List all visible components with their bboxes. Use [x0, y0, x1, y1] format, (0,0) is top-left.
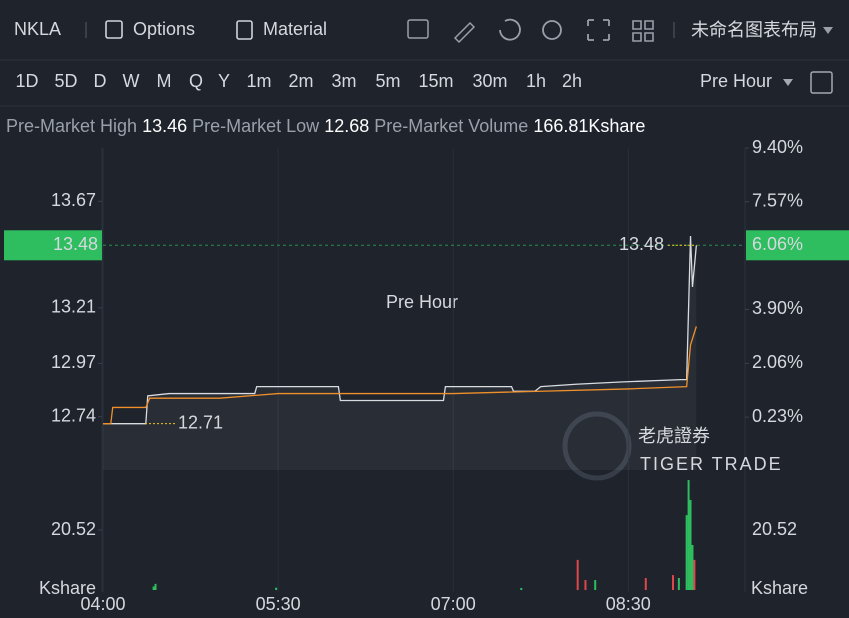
price-line [103, 326, 697, 425]
x-tick-label: 05:30 [256, 594, 301, 614]
volume-bar [584, 580, 587, 590]
timeframe[interactable]: 2h [562, 71, 582, 91]
x-tick-label: 04:00 [80, 594, 125, 614]
y2-tick-label: 0.23% [752, 406, 803, 426]
y-tick-label: 20.52 [51, 519, 96, 539]
low-marker: 12.71 [178, 412, 223, 432]
dropdown-arrow [783, 79, 793, 86]
timeframe[interactable]: 2m [288, 71, 313, 91]
last-change-tag [746, 230, 849, 261]
volume-bar [687, 480, 690, 590]
timeframe[interactable]: 1D [15, 71, 38, 91]
high-marker: 13.48 [619, 234, 664, 254]
x-tick-label: 08:30 [606, 594, 651, 614]
volume-bar [576, 559, 579, 590]
timeframe[interactable]: 1h [526, 71, 546, 91]
brand: 老虎證券 [638, 426, 710, 446]
y2-tick-label: 3.90% [752, 298, 803, 318]
timeframe[interactable]: Q [189, 71, 203, 91]
timeframe[interactable]: 5D [54, 71, 77, 91]
x-tick-label: 07:00 [431, 594, 476, 614]
y-tick-label: 13.21 [51, 297, 96, 317]
last-price-tag [4, 230, 102, 261]
stat-label: Pre-Market Volume [374, 116, 528, 136]
watermark: Pre Hour [386, 292, 458, 312]
expand-icon[interactable] [810, 71, 833, 94]
y2-tick-label: 9.40% [752, 137, 803, 157]
y-tick-label: 12.74 [51, 405, 96, 425]
last-price: 13.48 [53, 234, 98, 254]
draw-icon[interactable] [453, 21, 476, 44]
timeframe[interactable]: M [157, 71, 172, 91]
y2-tick-label: 7.57% [752, 190, 803, 210]
indicator-icon[interactable] [407, 19, 429, 39]
y2-tick-label: 2.06% [752, 352, 803, 372]
y-tick-label: 13.67 [51, 190, 96, 210]
timeframe[interactable]: Y [218, 71, 230, 91]
layout-icon[interactable] [632, 20, 654, 42]
options-icon [105, 20, 123, 39]
volume-bar [275, 587, 278, 590]
stats: Pre-Market High 13.46 Pre-Market Low 12.… [6, 116, 645, 136]
timeframe[interactable]: 1m [246, 71, 271, 91]
volume-bar [677, 578, 680, 590]
volume-bar [594, 580, 597, 590]
reset-icon[interactable] [499, 18, 521, 41]
last-change: 6.06% [752, 234, 803, 254]
stat-value: 166.81Kshare [533, 116, 645, 136]
volume-bar [644, 578, 647, 590]
volume-bar [685, 515, 688, 590]
options-button[interactable]: Options [133, 19, 195, 39]
layout-name[interactable]: 未命名图表布局 [691, 20, 817, 40]
volume-bar [689, 499, 692, 590]
brand-en: TIGER TRADE [640, 454, 783, 474]
timeframe[interactable]: D [94, 71, 107, 91]
volume-bar [152, 586, 155, 590]
stat-label: Pre-Market Low [192, 116, 320, 136]
material-button[interactable]: Material [263, 19, 327, 39]
fullscreen-icon[interactable] [587, 19, 610, 41]
symbol[interactable]: NKLA [14, 19, 61, 39]
unit-label: Kshare [39, 578, 96, 598]
brand-logo [562, 411, 632, 481]
y2-tick-label: 20.52 [752, 519, 797, 539]
volume-bar [154, 583, 157, 590]
timeframe[interactable]: 5m [375, 71, 400, 91]
material-icon [236, 20, 253, 40]
stat-label: Pre-Market High [6, 116, 137, 136]
stat-value: 13.46 [142, 116, 187, 136]
price-line [103, 236, 698, 425]
session-select[interactable]: Pre Hour [700, 71, 772, 91]
volume-bar [691, 544, 694, 590]
volume-bar [672, 575, 675, 590]
volume-bar [520, 587, 523, 590]
y-tick-label: 12.97 [51, 352, 96, 372]
volume-bar [693, 559, 696, 590]
settings-icon[interactable] [542, 20, 562, 40]
unit-label: Kshare [751, 578, 808, 598]
timeframe[interactable]: 3m [331, 71, 356, 91]
stat-value: 12.68 [324, 116, 369, 136]
timeframe[interactable]: 30m [472, 71, 507, 91]
price-area [103, 236, 697, 470]
timeframe[interactable]: W [123, 71, 140, 91]
dropdown-arrow [823, 27, 833, 34]
timeframe[interactable]: 15m [418, 71, 453, 91]
